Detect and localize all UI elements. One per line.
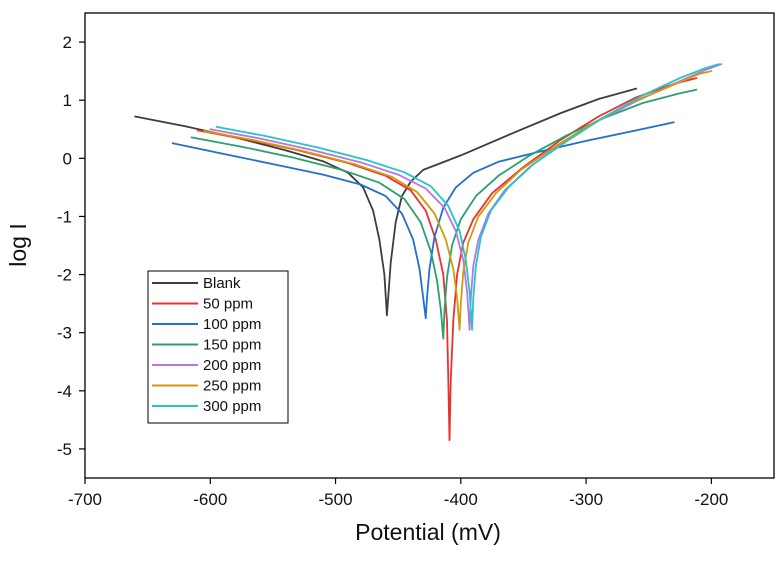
legend: Blank 50 ppm 100 ppm 150 ppm 200 ppm 250 ppm 3… [147, 270, 289, 424]
x-tick-label: -200 [694, 490, 728, 509]
series-line-1 [134, 87, 638, 317]
x-tick-label: -400 [444, 490, 478, 509]
y-tick-label: -4 [57, 382, 72, 401]
y-axis-title: log I [5, 223, 31, 266]
x-tick-label: -300 [569, 490, 603, 509]
x-tick-label: -600 [193, 490, 227, 509]
legend-box [147, 270, 289, 424]
y-tick-label: -2 [57, 266, 72, 285]
legend-label: 300 ppm [203, 398, 261, 415]
series-line-7 [215, 63, 720, 331]
x-tick-label: -700 [68, 490, 102, 509]
y-tick-label: 0 [63, 149, 72, 168]
legend-label: 50 ppm [203, 296, 253, 313]
axis-ticks: -700 -600 -500 -400 -300 -200 -5 -4 -3 -2 -1 0 1 2 [57, 33, 729, 509]
x-tick-label: -500 [319, 490, 353, 509]
legend-label: 100 ppm [203, 316, 261, 333]
legend-label: 250 ppm [203, 378, 261, 395]
series-line-3 [171, 121, 675, 320]
series-lines [134, 63, 723, 442]
legend-label: Blank [203, 275, 241, 292]
y-tick-label: -5 [57, 440, 72, 459]
y-tick-label: 2 [63, 33, 72, 52]
y-tick-label: 1 [63, 91, 72, 110]
legend-label: 200 ppm [203, 357, 261, 374]
y-tick-label: -3 [57, 324, 72, 343]
x-axis-title: Potential (mV) [355, 519, 501, 545]
series-line-4 [190, 88, 698, 340]
y-tick-label: -1 [57, 207, 72, 226]
legend-label: 150 ppm [203, 337, 261, 354]
